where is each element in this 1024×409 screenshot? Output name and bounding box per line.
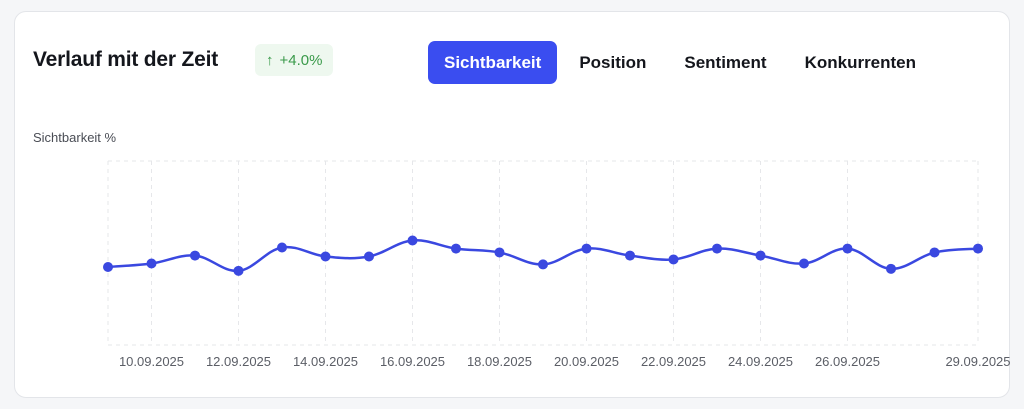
data-point [929,247,940,258]
data-point [146,258,157,269]
tab-bar: Sichtbarkeit Position Sentiment Konkurre… [428,41,938,84]
change-badge: ↑ +4.0% [255,44,334,76]
data-point [451,243,461,254]
data-point [277,242,287,253]
tab-sichtbarkeit[interactable]: Sichtbarkeit [428,41,558,84]
data-point [494,247,505,258]
x-tick-label: 26.09.2025 [815,354,880,369]
x-tick-label: 14.09.2025 [293,354,358,369]
arrow-up-icon: ↑ [266,51,274,69]
data-point [407,235,418,246]
card-title: Verlauf mit der Zeit [33,48,219,71]
tab-konkurrenten[interactable]: Konkurrenten [804,52,917,72]
data-point [842,243,853,254]
y-axis-label: Sichtbarkeit % [33,130,117,145]
data-point [581,243,592,254]
data-point [712,243,722,254]
change-value: +4.0% [279,51,323,69]
data-point [973,243,983,254]
x-tick-label: 16.09.2025 [380,354,445,369]
x-tick-label: 10.09.2025 [119,354,184,369]
data-point [886,263,896,274]
data-point [320,251,331,262]
data-point [364,251,374,262]
data-point [538,259,548,270]
data-point [625,250,635,261]
x-tick-label: 22.09.2025 [641,354,706,369]
tab-sentiment[interactable]: Sentiment [684,52,767,72]
data-point [799,258,809,269]
x-tick-label: 29.09.2025 [945,354,1010,369]
data-point [190,250,200,261]
x-tick-label: 12.09.2025 [206,354,271,369]
x-tick-label: 20.09.2025 [554,354,619,369]
data-point [233,265,244,276]
data-point [755,250,766,261]
tab-position[interactable]: Position [579,52,647,72]
data-point [668,254,679,265]
x-tick-label: 24.09.2025 [728,354,793,369]
x-tick-label: 18.09.2025 [467,354,532,369]
data-point [103,261,113,272]
